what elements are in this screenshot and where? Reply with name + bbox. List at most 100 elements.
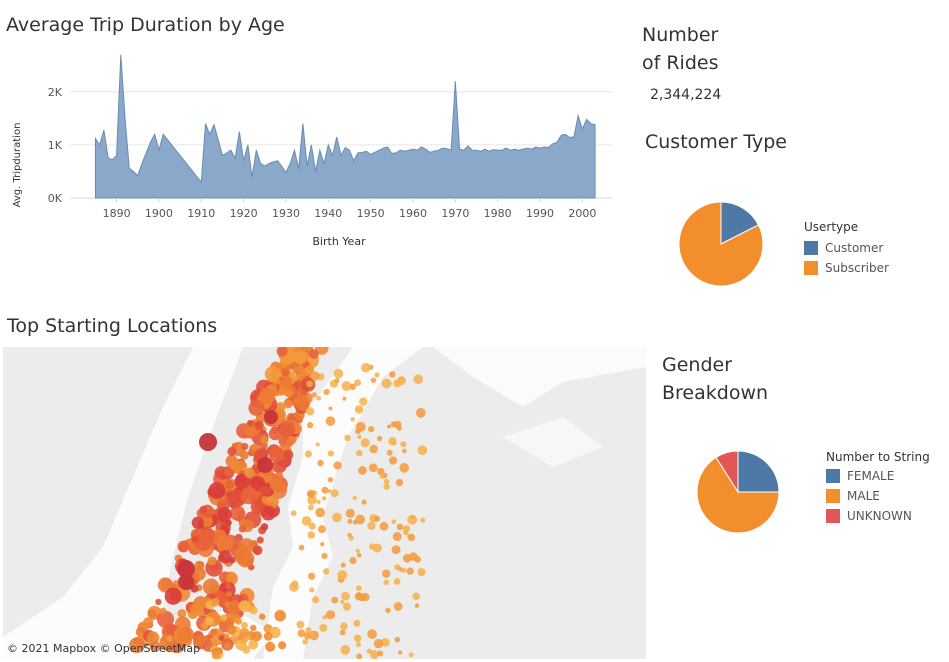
station-dot [223,467,234,477]
station-dot [166,635,173,642]
station-dot [268,427,282,441]
station-dot [307,531,316,539]
map-attribution[interactable]: © 2021 Mapbox © OpenStreetMap [7,642,201,655]
station-dot [368,426,375,433]
legend-item-subscriber[interactable]: Subscriber [804,258,889,278]
station-dot [361,499,367,505]
gender-breakdown-pie[interactable] [697,451,779,533]
station-dot [369,650,379,659]
station-dot [358,466,367,475]
station-dot [302,638,308,645]
station-dot [298,544,305,551]
station-dot [279,421,296,437]
station-dot [360,438,370,448]
station-dot [146,631,160,645]
pie-slice-customer[interactable] [720,202,760,245]
station-dot [304,450,313,458]
station-dot-top [257,457,273,473]
station-dot [274,609,286,622]
station-dot [401,567,407,573]
pie-slice-female[interactable] [737,451,779,493]
station-dot [402,448,407,454]
station-dot [355,585,362,592]
station-dot [278,641,287,650]
station-dot [385,607,391,614]
station-dot [227,446,237,456]
station-dot [355,421,366,432]
station-dot [268,446,284,463]
station-dot [312,596,320,604]
station-dot [256,536,264,544]
station-dot [339,629,346,636]
station-dot [216,539,231,553]
trip-duration-area-chart[interactable]: 0K 1K 2K 1890 1900 1910 1920 1930 1940 1950 1960 1… [0,38,620,260]
station-dot [177,609,187,618]
top-starting-locations-map[interactable]: © 2021 Mapbox © OpenStreetMap [3,347,646,659]
station-dot [373,638,384,649]
station-dot [238,525,247,533]
station-dot [356,653,363,659]
station-dot [265,641,276,652]
legend-item-customer[interactable]: Customer [804,238,889,258]
pie-slice-unknown[interactable] [715,451,739,494]
station-dot [248,639,259,650]
station-dot [412,592,421,601]
station-dot [225,590,233,598]
pie-slice-subscriber[interactable] [679,202,763,286]
station-dot [353,634,362,643]
station-dot [214,466,228,480]
station-dot [303,632,311,640]
x-tick-label: 1890 [103,207,131,220]
legend-item-unknown[interactable]: UNKNOWN [826,506,930,526]
station-dot [395,478,404,487]
station-dot-top [264,410,278,424]
gender-legend: Number to String FEMALE MALE UNKNOWN [826,450,930,526]
station-dot [305,365,314,375]
legend-item-female[interactable]: FEMALE [826,466,930,486]
station-dot [286,413,295,422]
station-dot [370,377,377,383]
pie-slice-male[interactable] [697,456,779,533]
gender-breakdown-title-line2: Breakdown [662,382,769,404]
station-dot [415,407,426,418]
station-dot [155,598,162,606]
number-of-rides-title: Number of Rides [642,21,718,77]
station-dot [309,587,315,593]
station-dot [236,515,243,522]
map-canvas[interactable] [3,347,646,659]
trip-duration-area[interactable] [94,54,596,199]
station-dot [290,510,297,517]
station-dot [301,516,312,526]
legend-swatch-unknown [826,509,840,523]
station-dot [340,562,346,568]
x-axis-label: Birth Year [312,235,366,248]
station-dot [218,550,232,564]
station-dot [235,639,247,651]
station-dot [361,362,371,373]
station-dot [356,552,362,558]
station-dot-top [178,574,194,590]
number-of-rides-title-line2: of Rides [642,52,719,74]
station-dot [368,463,378,473]
station-dot [394,636,401,643]
customer-type-pie[interactable] [679,202,763,286]
customer-type-title: Customer Type [645,131,787,153]
station-dot [367,521,376,531]
station-dot [383,483,390,490]
station-dot [241,621,248,629]
station-dot [356,642,361,647]
station-dot [417,445,428,456]
station-dot [317,459,324,467]
station-dot [308,504,314,511]
station-dot [348,535,354,541]
station-dot [325,416,336,426]
station-dot [260,505,276,521]
station-dot [297,629,306,638]
station-dot [333,461,342,470]
legend-item-male[interactable]: MALE [826,486,930,506]
station-dot [305,627,312,634]
station-dot [383,579,390,586]
station-dot [379,474,385,479]
station-dot [292,398,299,406]
station-dot [264,366,281,383]
